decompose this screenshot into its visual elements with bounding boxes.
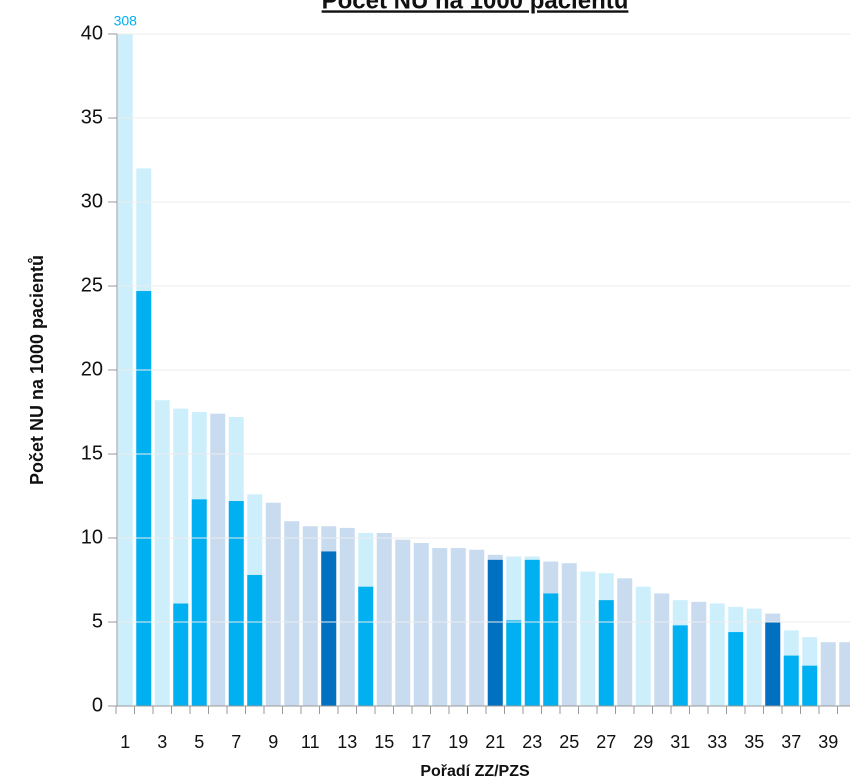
- y-axis-label: Počet NU na 1000 pacientů: [27, 255, 47, 485]
- bar: [635, 586, 651, 706]
- bar: [376, 532, 392, 706]
- bar: [302, 526, 318, 706]
- y-tick-label: 40: [81, 22, 103, 44]
- x-tick-label: 37: [781, 732, 801, 752]
- x-tick-label: 27: [596, 732, 616, 752]
- x-tick-label: 15: [374, 732, 394, 752]
- plot-area: [117, 34, 850, 706]
- bar: [228, 501, 244, 706]
- x-tick-label: 39: [818, 732, 838, 752]
- x-tick-label: 3: [157, 732, 167, 752]
- bar: [617, 578, 633, 706]
- y-tick-label: 25: [81, 274, 103, 296]
- bar: [746, 608, 762, 706]
- x-tick-label: 23: [522, 732, 542, 752]
- bar: [339, 527, 355, 706]
- y-tick-label: 35: [81, 106, 103, 128]
- x-tick-label: 9: [268, 732, 278, 752]
- x-tick-label: 1: [120, 732, 130, 752]
- x-tick-label: 13: [337, 732, 357, 752]
- x-tick-label: 31: [670, 732, 690, 752]
- bar: [173, 603, 189, 706]
- x-tick-label: 25: [559, 732, 579, 752]
- x-tick-label: 29: [633, 732, 653, 752]
- bar: [543, 593, 559, 706]
- bar: [820, 642, 836, 706]
- bar: [191, 499, 207, 706]
- y-tick-label: 10: [81, 526, 103, 548]
- chart-title: Počet NU na 1000 pacientů: [322, 0, 629, 14]
- x-axis-label: Pořadí ZZ/PZS: [420, 763, 530, 780]
- y-tick-label: 0: [92, 694, 103, 716]
- bar: [321, 551, 337, 706]
- bar: [580, 571, 596, 706]
- bar: [598, 600, 614, 706]
- bar: [654, 593, 670, 706]
- bar: [117, 34, 133, 706]
- bar: [469, 549, 485, 706]
- x-tick-label: 21: [485, 732, 505, 752]
- bar: [265, 502, 281, 706]
- value-label: 308: [114, 13, 138, 29]
- x-tick-label: 35: [744, 732, 764, 752]
- bar: [413, 543, 429, 706]
- y-tick-label: 5: [92, 610, 103, 632]
- x-tick-label: 7: [231, 732, 241, 752]
- bar: [136, 291, 152, 706]
- bar: [487, 559, 503, 706]
- bar: [728, 632, 744, 706]
- bar: [395, 539, 411, 706]
- bar: [506, 620, 522, 706]
- y-tick-label: 15: [81, 442, 103, 464]
- bar: [154, 400, 170, 706]
- x-tick-label: 17: [411, 732, 431, 752]
- bar: [691, 601, 707, 706]
- y-tick-label: 30: [81, 190, 103, 212]
- bar: [783, 655, 799, 706]
- bar: [802, 665, 818, 706]
- bar: [672, 625, 688, 706]
- bar: [765, 622, 781, 706]
- x-tick-label: 19: [448, 732, 468, 752]
- bar: [284, 521, 300, 706]
- bar: [210, 413, 226, 706]
- y-tick-label: 20: [81, 358, 103, 380]
- x-tick-label: 5: [194, 732, 204, 752]
- x-tick-label: 11: [301, 732, 320, 752]
- bar: [709, 603, 725, 706]
- bar: [561, 563, 577, 706]
- bar: [839, 642, 850, 706]
- bar: [358, 586, 374, 706]
- x-tick-label: 33: [707, 732, 727, 752]
- bar: [247, 574, 263, 706]
- bar: [450, 548, 466, 706]
- bar: [432, 548, 448, 706]
- bar: [524, 559, 540, 706]
